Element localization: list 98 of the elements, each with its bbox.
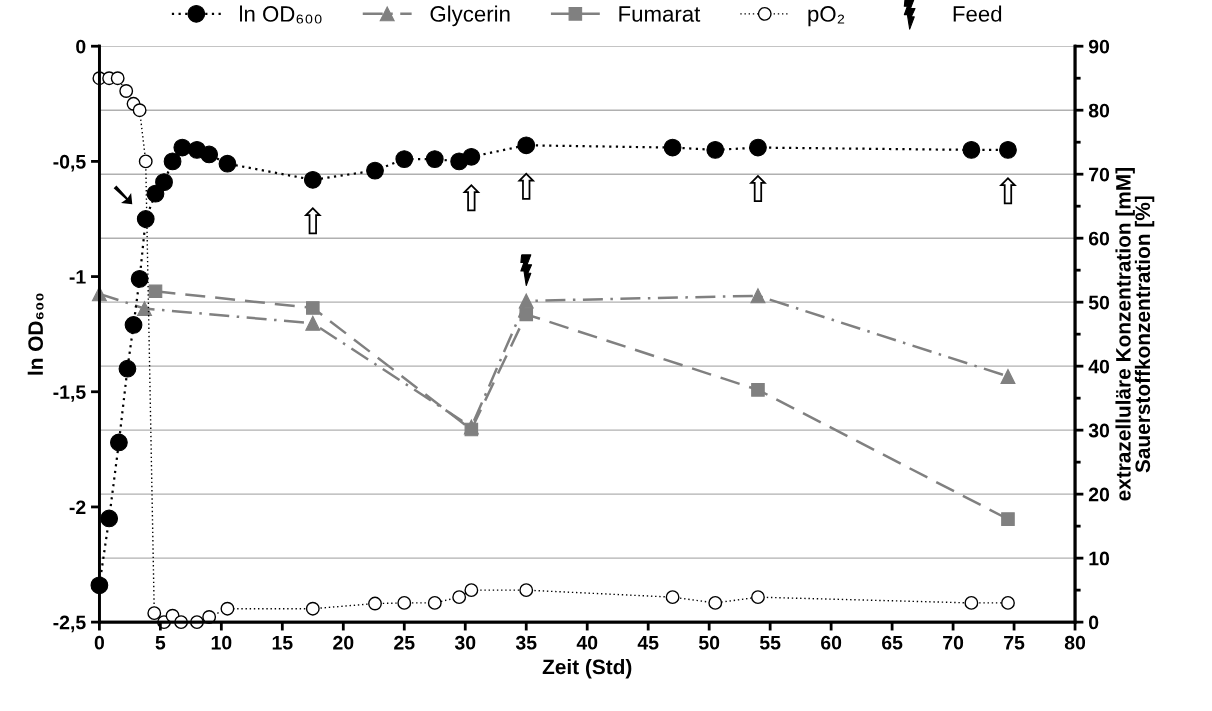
x-tick-label: 30: [454, 635, 476, 650]
annotation: ⇧: [999, 177, 1017, 205]
annotation: ⇧: [462, 183, 481, 212]
point: [665, 590, 680, 605]
y2-axis-title: extrazelluläre Konzentration [mM] Sauerstoffkonzentration [%]: [1115, 168, 1155, 501]
x-tick-label: 25: [394, 635, 415, 650]
point: [427, 595, 442, 610]
x-tick-label: 65: [882, 635, 903, 650]
point: [964, 595, 979, 610]
x-tick-label: 40: [576, 635, 598, 650]
point: [708, 595, 723, 610]
point: [518, 293, 534, 309]
y2-tick-label: 20: [1088, 487, 1110, 502]
x-axis-title: Zeit (Std): [542, 659, 632, 679]
y2-tick-label: 40: [1088, 359, 1110, 374]
point: [464, 422, 479, 437]
point: [1000, 368, 1016, 384]
x-tick-label: 70: [943, 635, 964, 650]
point: [1001, 595, 1015, 610]
annotation: ➘: [113, 185, 133, 205]
x-tick-label: 75: [1004, 636, 1025, 650]
point: [163, 152, 182, 171]
y-tick-label: -2,5: [53, 615, 86, 633]
point: [395, 150, 414, 168]
point: [218, 154, 237, 173]
point: [397, 595, 412, 610]
point: [100, 509, 119, 528]
point: [999, 140, 1017, 159]
point: [519, 307, 534, 322]
y-tick-label: -1,5: [53, 385, 86, 402]
x-tick-label: 80: [1064, 635, 1086, 650]
point: [366, 161, 384, 180]
point: [517, 136, 536, 155]
y2-tick-label: 90: [1088, 39, 1110, 54]
point: [155, 173, 173, 192]
point: [368, 596, 382, 611]
y2-tick-label: 30: [1088, 423, 1110, 438]
x-tick-label: 15: [272, 636, 293, 650]
point: [305, 315, 321, 331]
y2-tick-label: 10: [1089, 551, 1110, 566]
point: [147, 606, 162, 621]
y2-tick-label: 60: [1088, 231, 1110, 246]
annotation: ⇧: [749, 174, 767, 202]
point: [119, 84, 134, 98]
point: [110, 433, 128, 452]
point: [464, 583, 479, 598]
x-tick-label: 0: [94, 635, 104, 650]
annotation: ⇧: [517, 172, 536, 200]
y2-tick-label: 0: [1089, 615, 1099, 630]
point: [706, 140, 725, 159]
point: [137, 301, 153, 317]
y-tick-label: -0,5: [53, 154, 86, 172]
x-tick-label: 55: [759, 636, 781, 650]
point: [136, 210, 155, 228]
y2-tick-label: 80: [1088, 103, 1110, 118]
point: [962, 140, 981, 159]
point: [751, 590, 765, 605]
point: [220, 601, 235, 616]
point: [519, 583, 534, 598]
point: [118, 359, 137, 378]
point: [200, 145, 219, 164]
legend-label: ln OD₆₀₀: [240, 5, 322, 24]
point: [305, 601, 320, 616]
x-tick-label: 35: [515, 635, 537, 650]
point: [749, 138, 767, 157]
y2-tick-label: 70: [1089, 167, 1110, 182]
point: [751, 383, 765, 397]
point: [306, 301, 320, 315]
point: [173, 138, 192, 157]
y2-tick-label: 50: [1088, 295, 1110, 310]
point: [462, 147, 481, 166]
point: [130, 269, 149, 288]
y-axis-title: ln OD₆₀₀: [27, 293, 44, 375]
point: [148, 284, 163, 299]
point: [124, 316, 143, 334]
legend-label: Fumarat: [619, 6, 701, 22]
x-tick-label: 50: [698, 635, 720, 650]
point: [663, 138, 682, 157]
y-tick-label: -1: [69, 270, 86, 284]
point: [132, 103, 147, 118]
point: [303, 170, 322, 189]
legend-label: pO₂: [808, 6, 845, 27]
point: [452, 590, 467, 605]
x-tick-label: 10: [211, 635, 232, 650]
annotation: ⇧: [303, 207, 322, 235]
point: [750, 288, 766, 304]
point: [110, 71, 125, 86]
point: [1001, 512, 1015, 526]
legend-label: Glycerin: [430, 5, 510, 27]
y-tick-label: -2: [69, 500, 86, 514]
point: [138, 154, 153, 169]
x-tick-label: 20: [333, 635, 354, 650]
x-tick-label: 45: [637, 636, 659, 650]
y-tick-label: 0: [76, 39, 86, 54]
legend-label: Feed: [953, 5, 1002, 22]
x-tick-label: 60: [821, 635, 842, 650]
point: [425, 150, 444, 168]
x-tick-label: 5: [155, 636, 166, 650]
